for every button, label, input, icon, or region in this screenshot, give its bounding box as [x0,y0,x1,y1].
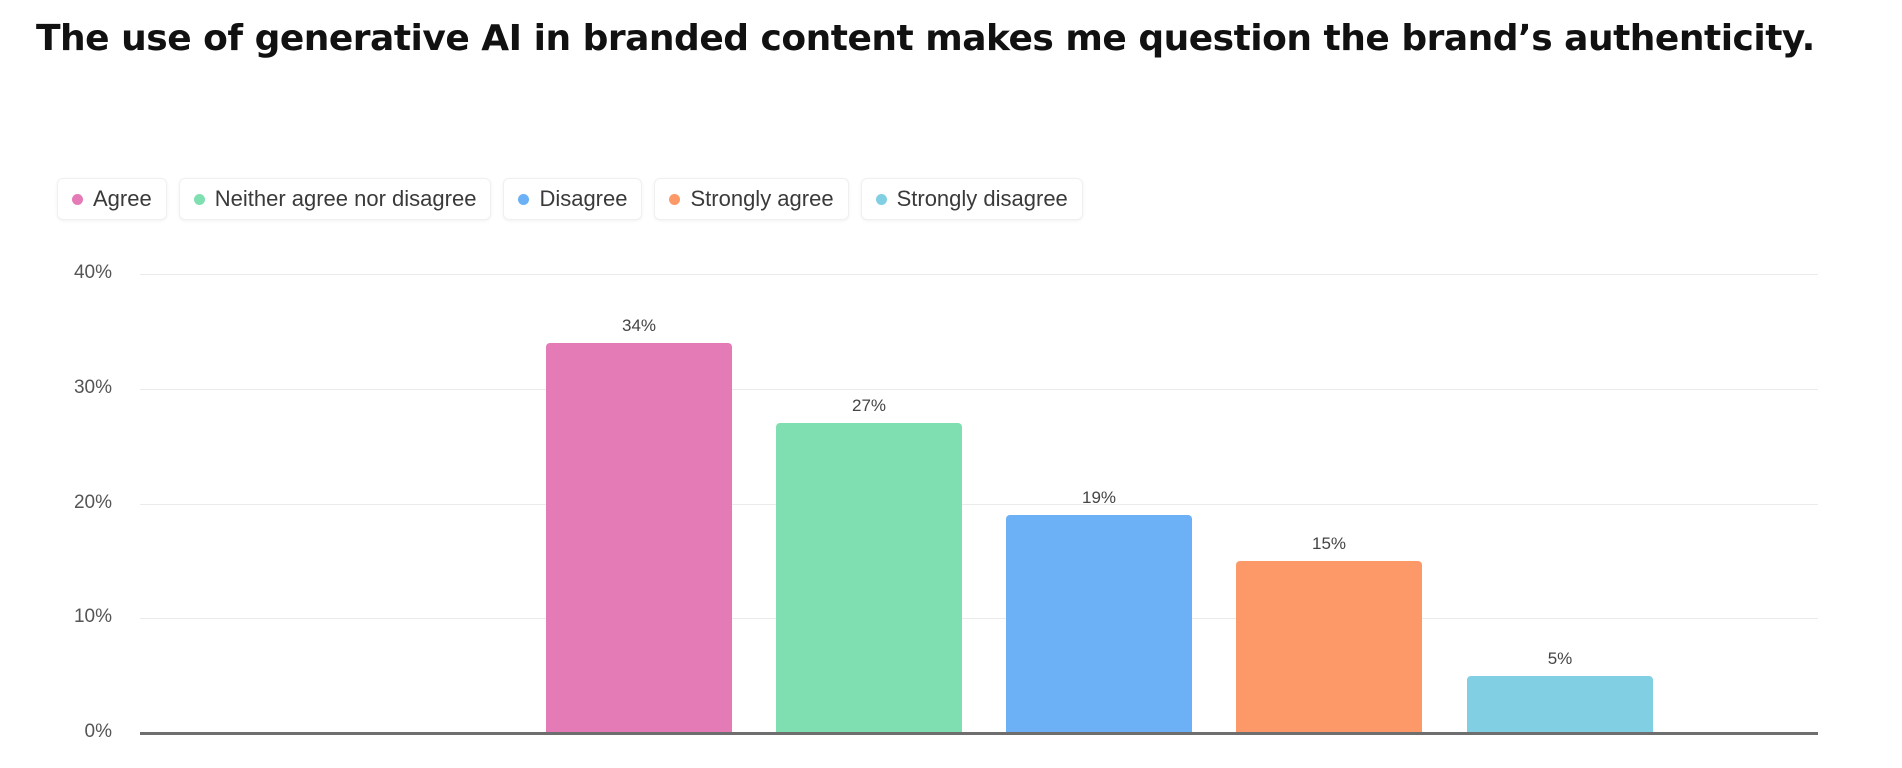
legend-dot-icon [72,193,83,205]
bar-value-label: 15% [1311,534,1347,553]
legend-label: Strongly agree [690,186,834,211]
legend-item-agree[interactable]: Agree [57,178,167,220]
legend-item-neither[interactable]: Neither agree nor disagree [178,178,492,220]
legend-label: Strongly disagree [896,186,1068,211]
bar-neither[interactable] [776,423,962,733]
y-tick-30: 30% [73,377,112,398]
bar-disagree[interactable] [1006,515,1192,733]
legend-label: Disagree [539,186,628,211]
y-tick-40: 40% [73,262,112,283]
chart-title: The use of generative AI in branded cont… [36,18,1815,59]
legend-label: Agree [93,186,152,211]
legend-item-strongly-disagree[interactable]: Strongly disagree [860,178,1083,220]
gridline-20 [140,504,1818,505]
bar-strongly-disagree[interactable] [1467,676,1653,733]
y-tick-20: 20% [73,492,112,513]
bar-strongly-agree[interactable] [1236,561,1422,733]
legend-item-strongly-agree[interactable]: Strongly agree [654,178,849,220]
gridline-10 [140,618,1818,619]
gridline-30 [140,389,1818,390]
bar-value-label: 19% [1081,488,1117,507]
bar-value-label: 5% [1547,649,1573,668]
bar-value-label: 34% [621,316,657,335]
legend-dot-icon [669,193,681,205]
legend-label: Neither agree nor disagree [214,186,477,211]
legend-dot-icon [875,193,887,205]
gridline-40 [140,274,1818,275]
bar-agree[interactable] [546,343,732,733]
legend-item-disagree[interactable]: Disagree [503,178,643,220]
x-axis-baseline [140,732,1818,735]
plot-area: 34% 27% 19% 15% 5% [140,274,1818,735]
chart-legend: Agree Neither agree nor disagree Disagre… [57,178,1083,220]
legend-dot-icon [518,193,530,205]
bar-value-label: 27% [851,396,887,415]
y-tick-10: 10% [73,606,112,627]
y-tick-0: 0% [84,721,112,742]
legend-dot-icon [193,193,205,205]
